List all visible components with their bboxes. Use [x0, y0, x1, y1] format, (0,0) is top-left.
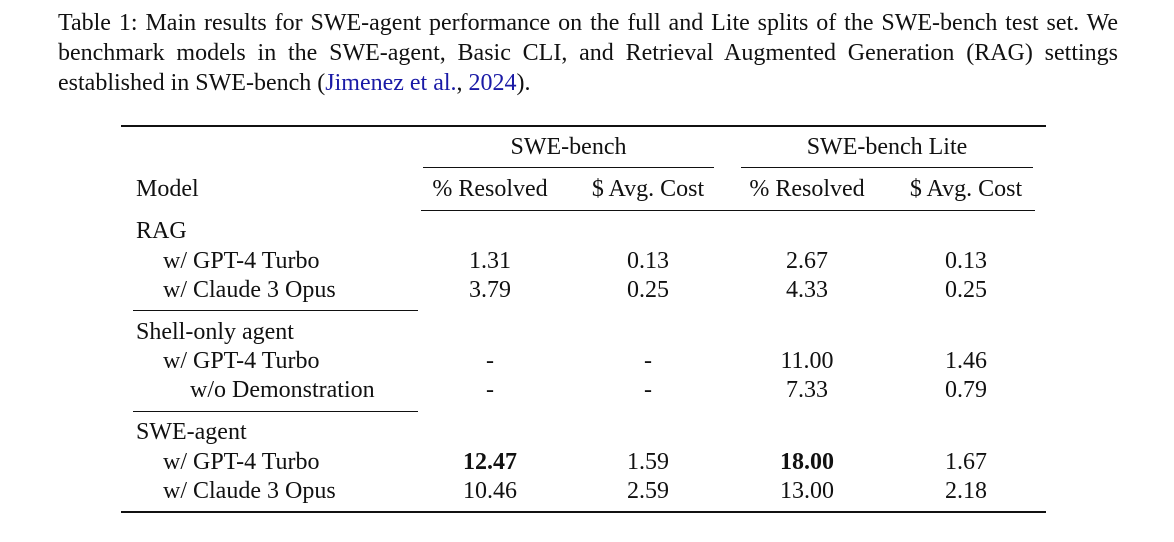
table-cell-lite-resolved-best: 18.00 [780, 449, 834, 475]
group-label-rag: RAG [136, 218, 187, 244]
caption-text: Main results for SWE-agent performance o… [58, 10, 1119, 96]
table-cell-full-cost: 0.25 [627, 277, 669, 303]
column-header-full-resolved: % Resolved [432, 176, 548, 202]
table-cell-lite-cost: 0.79 [945, 377, 987, 403]
table-cell-full-resolved: 10.46 [463, 478, 517, 504]
swe-bench-group-rule [423, 167, 714, 168]
citation-author-link[interactable]: Jimenez et al. [325, 70, 457, 96]
column-header-full-cost: $ Avg. Cost [591, 176, 705, 202]
table-cell-full-resolved: 3.79 [469, 277, 511, 303]
caption-end: ). [516, 70, 531, 96]
table-cell-lite-cost: 0.13 [945, 248, 987, 274]
caption-label: Table 1: [58, 10, 138, 36]
column-header-lite-cost: $ Avg. Cost [909, 176, 1023, 202]
table-cell-lite-cost: 1.67 [945, 449, 987, 475]
table-cell-full-cost: 0.13 [627, 248, 669, 274]
group-label-swe-agent: SWE-agent [136, 419, 247, 445]
rag-group-bottom-rule [133, 310, 418, 311]
table-cell-full-resolved-best: 12.47 [463, 449, 517, 475]
table-cell-lite-cost: 2.18 [945, 478, 987, 504]
table-top-rule [121, 125, 1046, 127]
table-cell-lite-resolved: 13.00 [780, 478, 834, 504]
column-header-model: Model [136, 176, 199, 202]
table-cell-lite-resolved: 7.33 [786, 377, 828, 403]
table-cell-lite-cost: 0.25 [945, 277, 987, 303]
citation-year-link[interactable]: 2024 [468, 70, 517, 96]
citation-separator: , [456, 70, 469, 96]
table-caption: Table 1: Main results for SWE-agent perf… [58, 8, 1118, 98]
group-header-swe-bench: SWE-bench [510, 134, 627, 160]
table-cell-full-cost: - [644, 348, 652, 374]
table-cell-lite-resolved: 11.00 [780, 348, 834, 374]
table-cell-full-resolved: - [486, 377, 494, 403]
table-row-model: w/o Demonstration [190, 377, 375, 403]
table-bottom-rule [121, 511, 1046, 513]
table-cell-lite-resolved: 4.33 [786, 277, 828, 303]
table-cell-lite-cost: 1.46 [945, 348, 987, 374]
table-row-model: w/ Claude 3 Opus [163, 277, 336, 303]
table-row-model: w/ GPT-4 Turbo [163, 449, 320, 475]
shell-group-bottom-rule [133, 411, 418, 412]
table-row-model: w/ GPT-4 Turbo [163, 248, 320, 274]
table-row-model: w/ Claude 3 Opus [163, 478, 336, 504]
table-cell-full-cost: - [644, 377, 652, 403]
column-header-lite-resolved: % Resolved [749, 176, 865, 202]
group-header-swe-bench-lite: SWE-bench Lite [806, 134, 968, 160]
group-label-shell-only-agent: Shell-only agent [136, 319, 294, 345]
table-cell-lite-resolved: 2.67 [786, 248, 828, 274]
table-cell-full-cost: 2.59 [627, 478, 669, 504]
table-cell-full-cost: 1.59 [627, 449, 669, 475]
swe-bench-lite-group-rule [741, 167, 1033, 168]
header-bottom-rule [421, 210, 1035, 211]
table-cell-full-resolved: 1.31 [469, 248, 511, 274]
table-row-model: w/ GPT-4 Turbo [163, 348, 320, 374]
table-cell-full-resolved: - [486, 348, 494, 374]
